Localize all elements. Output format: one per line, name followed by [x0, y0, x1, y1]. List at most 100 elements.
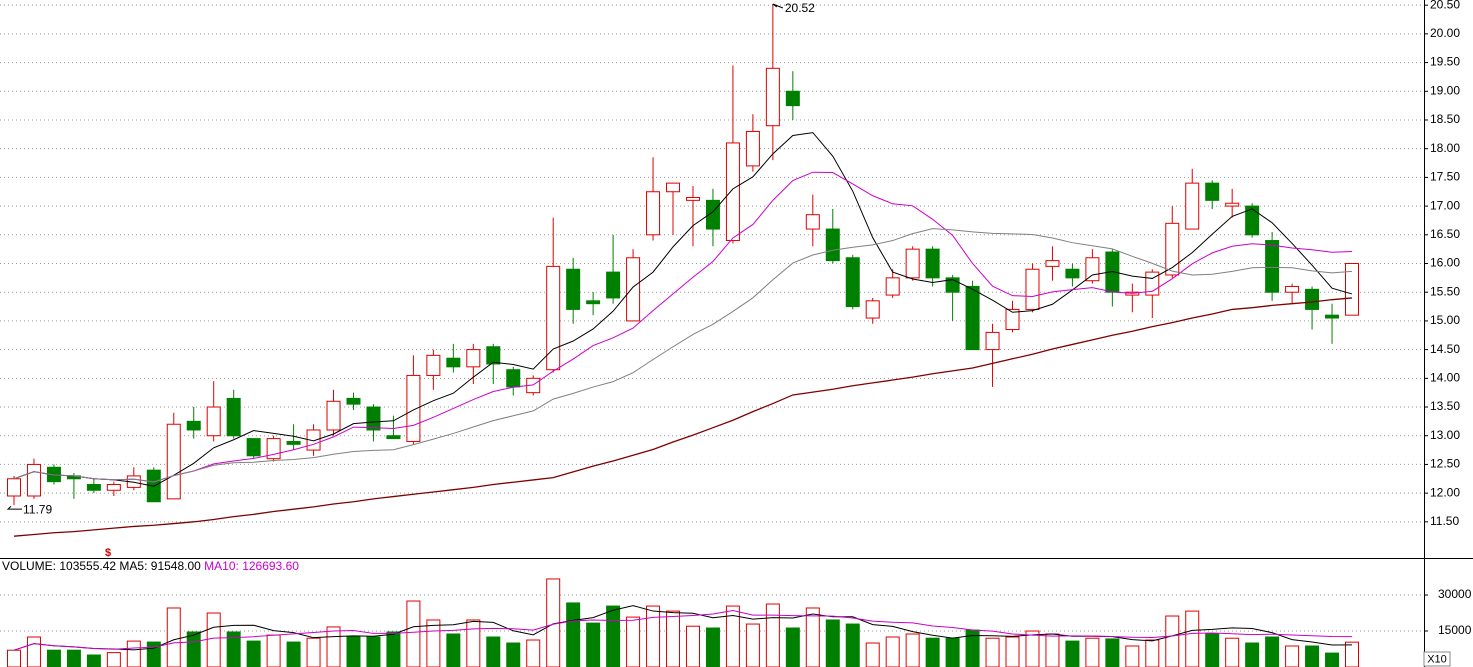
volume-bar [865, 642, 880, 667]
volume-bar [426, 619, 441, 667]
volume-bar [1325, 652, 1340, 667]
volume-ma-line [13, 610, 1353, 651]
candle-body [1305, 288, 1320, 310]
volume-bar [246, 640, 261, 667]
candle-body [486, 346, 501, 365]
volume-bar [785, 627, 800, 667]
y-tick-label: 20.00 [1430, 26, 1460, 40]
volume-bar [1085, 637, 1100, 667]
candle-body [446, 357, 461, 368]
candle-body [985, 331, 1000, 351]
volume-tick-label: 15000 [1438, 623, 1472, 637]
volume-bar [1305, 645, 1320, 667]
candle-body [326, 400, 341, 431]
volume-bar [186, 631, 201, 667]
volume-bar [1065, 640, 1080, 667]
candle-body [1005, 308, 1020, 331]
candle-body [925, 248, 940, 279]
volume-bar [46, 649, 61, 667]
candle-body [26, 463, 41, 497]
y-tick-label: 17.00 [1430, 198, 1460, 212]
y-tick-label: 15.00 [1430, 313, 1460, 327]
volume-bar [825, 619, 840, 667]
y-tick-label: 17.50 [1430, 170, 1460, 184]
candle-body [86, 484, 101, 491]
volume-ma-line [13, 605, 1353, 651]
volume-bar [1025, 630, 1040, 667]
candle-body [1025, 268, 1040, 310]
candle-body [546, 265, 561, 371]
volume-bar [705, 627, 720, 667]
volume-bar [685, 625, 700, 667]
candle-body [865, 300, 880, 319]
y-tick-label: 19.00 [1430, 83, 1460, 97]
candle-body [725, 142, 740, 242]
candle-body [506, 369, 521, 388]
y-tick-label: 18.50 [1430, 112, 1460, 126]
volume-bar [166, 607, 181, 667]
volume-bar [945, 637, 960, 667]
candle-body [785, 90, 800, 107]
candle-body [805, 214, 820, 230]
candle-body [1225, 202, 1240, 207]
volume-bar [366, 636, 381, 667]
volume-bar [7, 649, 21, 667]
volume-bar [1145, 639, 1160, 667]
y-tick-label: 13.00 [1430, 428, 1460, 442]
candle-body [1165, 222, 1180, 276]
volume-bar [1045, 633, 1060, 667]
y-tick-label: 16.00 [1430, 256, 1460, 270]
candle-body [166, 423, 181, 500]
candle-body [1285, 285, 1300, 293]
candle-body [646, 191, 661, 236]
candle-body [406, 374, 421, 442]
volume-bar [845, 623, 860, 667]
volume-bar [885, 636, 900, 667]
price-ma-line [13, 171, 1353, 483]
candle-body [626, 257, 641, 322]
ma60-line [13, 297, 1353, 537]
volume-bar [106, 652, 121, 667]
volume-unit: X10 [1427, 653, 1447, 665]
volume-bar [486, 636, 501, 667]
candle-body [885, 277, 900, 296]
candle-body [685, 196, 700, 201]
volume-bar [1345, 641, 1359, 667]
unit-box [1423, 651, 1451, 667]
volume-bar [386, 631, 401, 667]
y-tick-label: 18.00 [1430, 141, 1460, 155]
y-tick-label: 11.50 [1430, 514, 1459, 528]
candle-body [226, 397, 241, 437]
volume-bar [586, 622, 601, 667]
volume-bar [566, 602, 581, 667]
volume-bar [306, 637, 321, 667]
volume-bar [1205, 633, 1220, 667]
candle-body [745, 130, 760, 167]
candle-body [606, 271, 621, 299]
volume-bar [466, 619, 481, 667]
volume-bar [725, 605, 740, 667]
candle-body [7, 478, 21, 497]
y-tick-label: 14.00 [1430, 370, 1460, 384]
candle-body [566, 268, 581, 310]
candle-body [1265, 240, 1280, 293]
volume-bar [1245, 642, 1260, 667]
candle-body [1065, 268, 1080, 279]
candle-body [905, 248, 920, 279]
y-tick-label: 19.50 [1430, 55, 1460, 69]
volume-bar [646, 605, 661, 667]
volume-bar [745, 623, 760, 667]
candle-body [1205, 182, 1220, 201]
y-tick-label: 16.50 [1430, 227, 1460, 241]
volume-bar [1125, 645, 1140, 667]
candle-body [366, 406, 381, 431]
candle-body [346, 397, 361, 405]
candle-body [1345, 263, 1359, 316]
high-pointer [772, 3, 784, 9]
volume-header: VOLUME: 103555.42 MA5: 91548.00 MA10: 12… [2, 559, 299, 573]
candle-body [1085, 257, 1100, 282]
volume-bar [1265, 636, 1280, 667]
volume-bar [606, 605, 621, 667]
candle-body [186, 420, 201, 431]
volume-value: VOLUME: 103555.42 [2, 559, 116, 573]
